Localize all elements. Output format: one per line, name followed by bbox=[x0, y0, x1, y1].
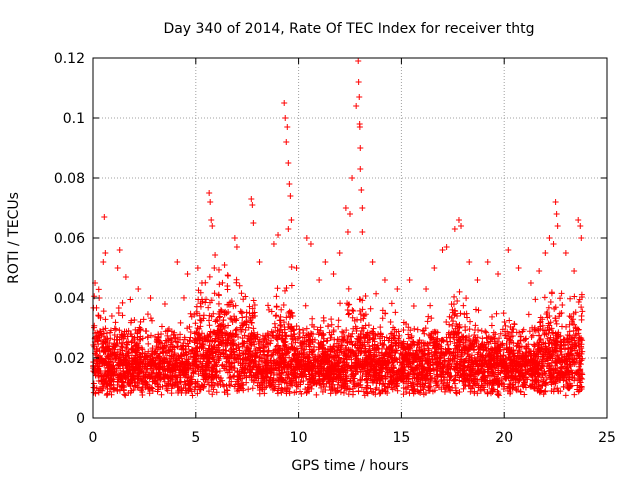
roti-point bbox=[104, 335, 111, 342]
roti-point bbox=[279, 369, 286, 376]
roti-point bbox=[189, 392, 196, 399]
roti-point bbox=[578, 370, 585, 377]
roti-point bbox=[164, 332, 171, 339]
roti-point bbox=[288, 282, 295, 289]
roti-point bbox=[345, 311, 352, 318]
roti-point bbox=[245, 386, 252, 393]
roti-point bbox=[560, 383, 567, 390]
roti-point bbox=[501, 319, 508, 326]
roti-point bbox=[171, 344, 178, 351]
roti-point bbox=[425, 384, 432, 391]
data-points bbox=[90, 58, 586, 399]
roti-point bbox=[273, 304, 280, 311]
roti-point bbox=[246, 303, 253, 310]
roti-point bbox=[493, 310, 500, 317]
roti-point bbox=[407, 327, 414, 334]
roti-point bbox=[541, 388, 548, 395]
roti-point bbox=[350, 308, 357, 315]
roti-point bbox=[218, 349, 225, 356]
roti-point bbox=[558, 290, 565, 297]
roti-point bbox=[148, 350, 155, 357]
roti-point bbox=[158, 391, 165, 398]
roti-point bbox=[427, 302, 434, 309]
roti-point bbox=[263, 383, 270, 390]
roti-point bbox=[171, 350, 178, 357]
roti-point bbox=[212, 252, 219, 259]
roti-point bbox=[239, 314, 246, 321]
roti-point bbox=[521, 391, 528, 398]
roti-point bbox=[108, 313, 115, 320]
roti-point bbox=[274, 390, 281, 397]
roti-point bbox=[424, 318, 431, 325]
roti-point bbox=[283, 284, 290, 291]
roti-point bbox=[112, 319, 119, 326]
roti-point bbox=[137, 318, 144, 325]
roti-point bbox=[302, 302, 309, 309]
roti-point bbox=[447, 387, 454, 394]
roti-point bbox=[233, 279, 240, 286]
roti-point bbox=[107, 335, 114, 342]
roti-point bbox=[238, 290, 245, 297]
roti-point bbox=[339, 328, 346, 335]
roti-point bbox=[466, 326, 473, 333]
roti-point bbox=[242, 326, 249, 333]
roti-point bbox=[368, 388, 375, 395]
roti-point bbox=[578, 316, 585, 323]
roti-point bbox=[238, 328, 245, 335]
roti-point bbox=[268, 308, 275, 315]
roti-point bbox=[227, 315, 234, 322]
roti-point bbox=[174, 343, 181, 350]
roti-point bbox=[482, 328, 489, 335]
roti-point bbox=[566, 313, 573, 320]
roti-point bbox=[367, 305, 374, 312]
roti-point bbox=[536, 319, 543, 326]
roti-point bbox=[249, 385, 256, 392]
roti-point bbox=[288, 264, 295, 271]
roti-point bbox=[441, 388, 448, 395]
roti-point bbox=[95, 286, 102, 293]
chart-title: Day 340 of 2014, Rate Of TEC Index for r… bbox=[163, 21, 534, 37]
roti-point bbox=[127, 296, 134, 303]
roti-point bbox=[177, 331, 184, 338]
roti-point bbox=[450, 318, 457, 325]
roti-point bbox=[285, 321, 292, 328]
roti-point bbox=[122, 392, 129, 399]
roti-point bbox=[149, 317, 156, 324]
roti-point bbox=[460, 385, 467, 392]
roti-point bbox=[296, 326, 303, 333]
roti-point bbox=[206, 273, 213, 280]
roti-point bbox=[525, 311, 532, 318]
roti-point bbox=[340, 329, 347, 336]
roti-point bbox=[465, 338, 472, 345]
roti-point bbox=[140, 316, 147, 323]
roti-point bbox=[144, 311, 151, 318]
roti-point bbox=[213, 317, 220, 324]
roti-point bbox=[343, 327, 350, 334]
roti-point bbox=[282, 287, 289, 294]
roti-point bbox=[547, 334, 554, 341]
roti-point bbox=[497, 330, 504, 337]
